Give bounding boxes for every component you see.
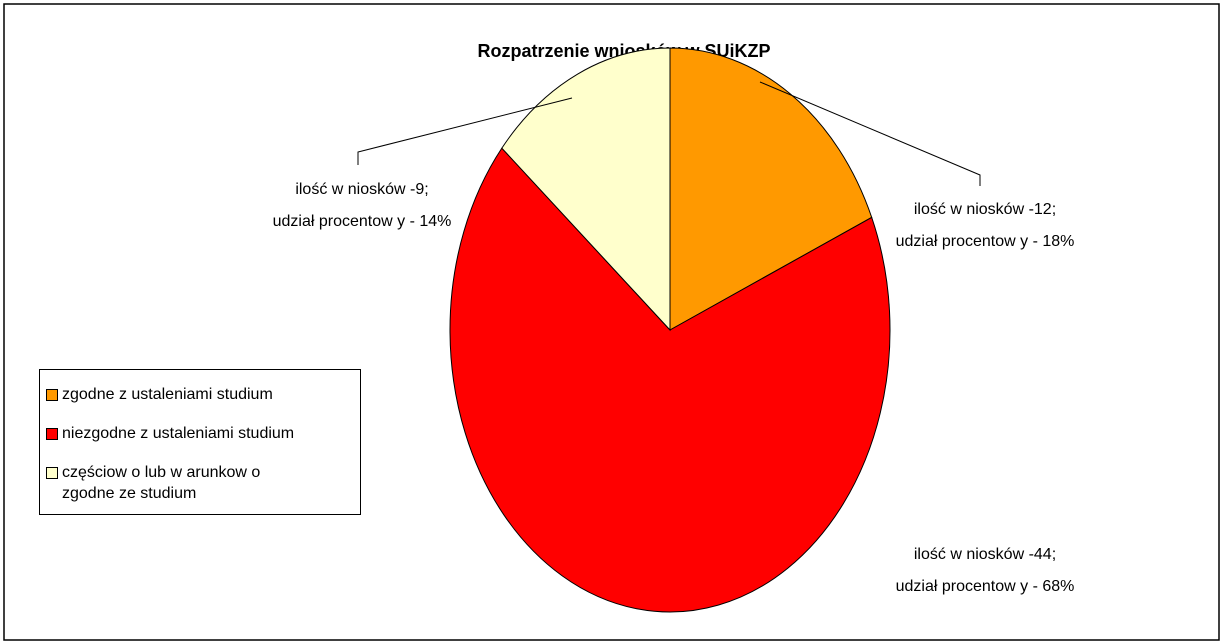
legend-item: niezgodne z ustaleniami studium	[46, 423, 360, 444]
legend-swatch	[46, 428, 58, 440]
pie	[449, 47, 891, 613]
leader-line	[759, 81, 981, 186]
data-label: ilość w niosków -9;	[295, 181, 428, 198]
data-label: udział procentow y - 68%	[896, 578, 1075, 595]
pie-slice	[669, 47, 873, 331]
legend-item: zgodne z ustaleniami studium	[46, 384, 360, 405]
legend-label: niezgodne z ustaleniami studium	[62, 425, 295, 442]
legend-label: częściow o lub w arunkow o zgodne ze stu…	[62, 464, 261, 502]
legend-label: zgodne z ustaleniami studium	[62, 386, 273, 403]
legend: zgodne z ustaleniami studium niezgodne z …	[39, 369, 361, 515]
legend-item: częściow o lub w arunkow o zgodne ze stu…	[46, 462, 360, 504]
pie-slice	[449, 147, 891, 613]
leader-line	[357, 97, 573, 165]
data-label: ilość w niosków -12;	[914, 201, 1056, 218]
data-label: ilość w niosków -44;	[914, 546, 1056, 563]
data-label: udział procentow y - 18%	[896, 233, 1075, 250]
pie-slice	[501, 47, 671, 332]
data-label: udział procentow y - 14%	[273, 213, 452, 230]
legend-swatch	[46, 389, 58, 401]
legend-swatch	[46, 467, 58, 479]
